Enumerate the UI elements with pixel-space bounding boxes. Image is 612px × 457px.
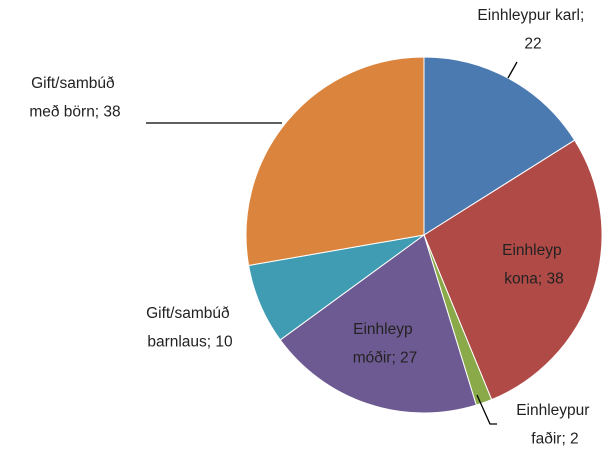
pie-slice — [245, 56, 425, 267]
label-line: með börn; 38 — [29, 104, 120, 121]
data-label: Einhleyp kona; 38 — [502, 242, 566, 288]
label-line: kona; 38 — [504, 271, 563, 288]
label-line: Einhleyp — [353, 321, 417, 338]
label-line: barnlaus; 10 — [147, 334, 233, 351]
label-line: Einhleyp — [502, 242, 566, 259]
leader-line — [476, 394, 497, 425]
data-label: Einhleypur faðir; 2 — [516, 402, 594, 448]
data-label: Gift/sambúð með börn; 38 — [29, 75, 120, 121]
label-line: Einhleypur karl; — [477, 7, 588, 24]
label-line: Gift/sambúð — [146, 305, 234, 322]
label-line: Gift/sambúð — [31, 75, 119, 92]
data-label: Gift/sambúð barnlaus; 10 — [146, 305, 234, 351]
data-label: Einhleypur karl; 22 — [477, 7, 588, 53]
label-line: Einhleypur — [516, 402, 594, 419]
label-line: 22 — [524, 36, 541, 53]
data-label: Einhleyp móðir; 27 — [353, 321, 418, 367]
pie-slice — [423, 56, 576, 236]
pie-slice — [423, 139, 603, 401]
pie-slice — [279, 234, 477, 414]
leader-line — [507, 61, 518, 79]
label-line: móðir; 27 — [353, 350, 418, 367]
label-line: faðir; 2 — [531, 431, 578, 448]
pie — [245, 56, 603, 414]
